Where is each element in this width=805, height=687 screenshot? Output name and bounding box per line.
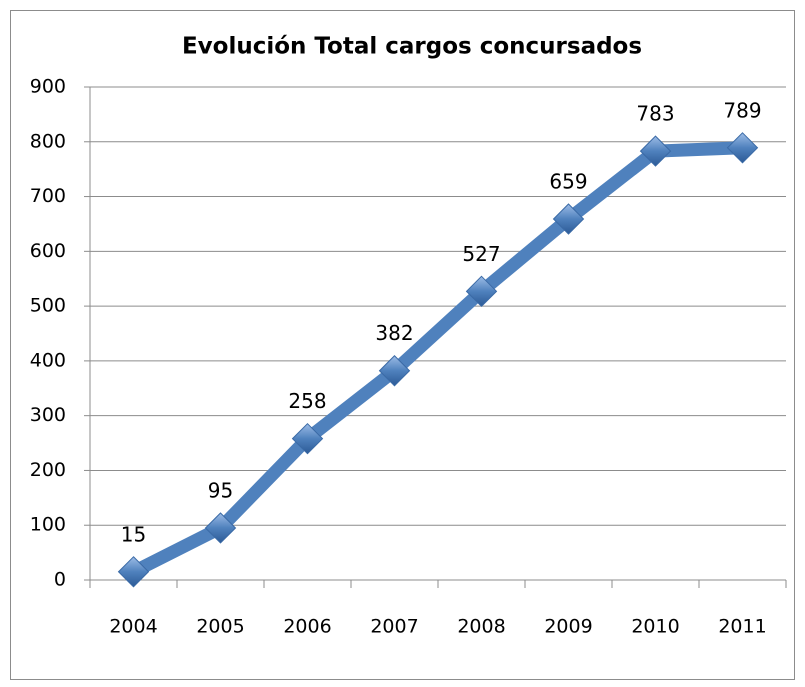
y-tick-label: 700 [30,185,66,207]
data-label: 659 [549,170,587,194]
x-tick-label: 2007 [370,616,418,638]
y-tick-label: 400 [30,349,66,371]
data-marker [465,275,498,308]
x-tick-label: 2005 [196,616,244,638]
y-tick-label: 500 [30,295,66,317]
data-line [127,141,749,579]
x-tick-label: 2008 [457,616,505,638]
x-tick-label: 2006 [283,616,331,638]
y-tick-label: 100 [30,514,66,536]
y-tick-label: 900 [30,76,66,98]
data-label: 527 [462,242,500,266]
data-marker [726,132,759,164]
x-tick-label: 2009 [544,616,592,638]
y-tick-label: 200 [30,459,66,481]
data-label: 783 [636,102,674,126]
data-marker [378,355,411,387]
data-label: 95 [208,478,233,502]
x-tick-label: 2010 [631,616,679,638]
data-label: 789 [723,98,761,122]
data-marker [639,135,672,167]
x-tick-label: 2004 [109,616,157,638]
data-marker [117,556,150,588]
data-label: 15 [121,522,146,546]
data-marker [204,512,237,544]
y-tick-label: 800 [30,130,66,152]
y-tick-label: 0 [54,569,66,591]
data-label: 258 [288,389,326,413]
x-tick-label: 2011 [718,616,766,638]
chart-title: Evolución Total cargos concursados [182,34,642,60]
data-label: 382 [375,321,413,345]
y-tick-label: 300 [30,404,66,426]
data-marker [552,203,585,235]
y-tick-label: 600 [30,240,66,262]
data-marker [291,422,324,455]
